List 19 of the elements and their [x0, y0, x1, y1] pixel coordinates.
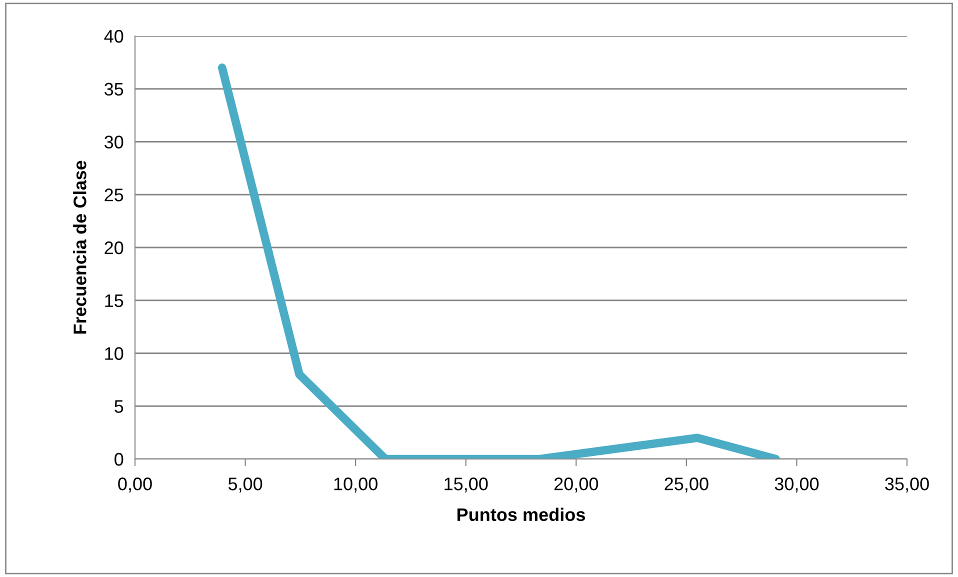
x-tick-label: 10,00 — [334, 478, 378, 492]
y-tick-label: 15 — [105, 294, 124, 308]
y-tick-label: 25 — [104, 188, 124, 202]
x-tick-label: 15,00 — [444, 478, 488, 492]
y-tick-label: 35 — [104, 82, 124, 96]
y-tick-label: 10 — [105, 347, 124, 360]
x-tick-label: 5,00 — [228, 478, 262, 492]
x-axis-title: Puntos medios — [458, 508, 585, 522]
y-tick-label: 30 — [104, 136, 124, 148]
y-tick-label: 5 — [114, 400, 124, 413]
x-tick-label: 20,00 — [554, 478, 598, 492]
y-tick-label: 40 — [104, 30, 124, 43]
x-tick-label: 35,00 — [885, 478, 929, 492]
x-tick-label: 25,00 — [664, 478, 708, 492]
x-tick-label: 0,00 — [118, 478, 152, 492]
y-tick-label: 0 — [114, 452, 124, 466]
y-axis-title: Frecuencia de Clase — [73, 160, 86, 334]
x-tick-label: 30,00 — [774, 478, 819, 492]
y-tick-label: 20 — [104, 241, 124, 254]
